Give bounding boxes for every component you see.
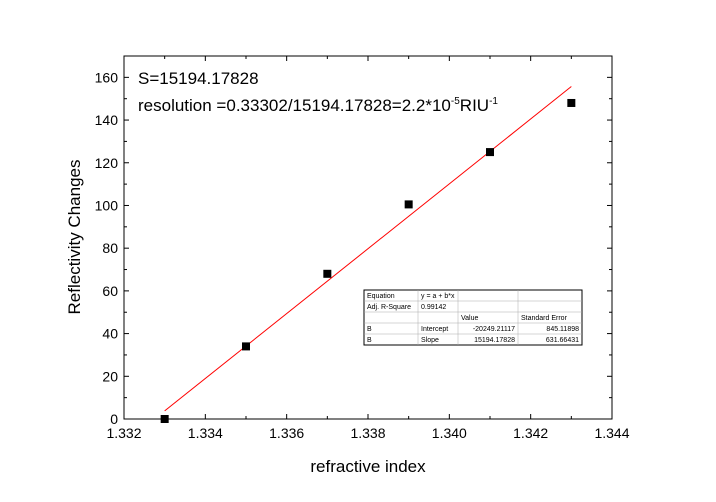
y-tick-label: 40 [102, 326, 118, 342]
resolution-prefix: resolution =0.33302/15194.17828=2.2*10 [138, 96, 451, 115]
table-cell: Intercept [421, 326, 448, 333]
table-cell: y = a + b*x [421, 293, 455, 300]
table-cell: Adj. R-Square [367, 304, 411, 311]
y-tick-label: 100 [95, 197, 119, 213]
table-cell: 845.11898 [546, 326, 579, 333]
data-point [486, 148, 494, 157]
resolution-exponent: -5 [451, 96, 460, 107]
y-tick-label: 80 [102, 240, 118, 256]
table-cell: Slope [421, 337, 439, 344]
data-point [242, 342, 250, 351]
x-tick-label: 1.332 [106, 425, 141, 441]
y-tick-label: 120 [95, 155, 119, 171]
x-tick-label: 1.340 [432, 425, 467, 441]
x-tick-label: 1.336 [269, 425, 304, 441]
fit-line [164, 86, 572, 412]
table-cell: Equation [367, 293, 395, 300]
table-cell: 631.66431 [546, 337, 579, 344]
table-cell: 0.99142 [421, 304, 446, 311]
y-tick-label: 20 [102, 368, 118, 384]
table-cell: Standard Error [521, 315, 568, 322]
data-points [160, 98, 576, 423]
fit-results-table: Equation y = a + b*x Adj. R-Square 0.99142 V… [363, 289, 583, 346]
data-point [160, 415, 169, 423]
data-point [567, 98, 576, 107]
y-tick-label: 60 [102, 283, 118, 299]
x-tick-label: 1.344 [594, 425, 629, 441]
resolution-unit: RIU [460, 96, 489, 115]
x-tick-label: 1.338 [350, 425, 385, 441]
x-tick-label: 1.334 [188, 425, 223, 441]
data-point [404, 200, 413, 209]
resolution-unit-exponent: -1 [489, 96, 498, 107]
y-tick-label: 140 [95, 112, 119, 128]
resolution-annotation: resolution =0.33302/15194.17828=2.2*10-5… [138, 96, 498, 115]
y-tick-label: 160 [95, 69, 119, 85]
table-cell: 15194.17828 [474, 337, 515, 344]
y-tick-label: 0 [110, 411, 118, 427]
x-axis-title: refractive index [310, 457, 426, 476]
data-point [323, 269, 332, 278]
x-tick-label: 1.342 [513, 425, 548, 441]
table-cell: B [367, 326, 372, 333]
x-axis: 1.332 1.334 1.336 1.338 1.340 1.342 1.344 [106, 56, 630, 441]
slope-annotation: S=15194.17828 [138, 69, 259, 88]
y-axis-title: Reflectivity Changes [65, 160, 84, 315]
table-cell: B [367, 337, 372, 344]
table-frame [363, 289, 583, 346]
y-axis: 0 20 40 60 80 100 120 140 160 [95, 55, 612, 427]
table-cell: -20249.21117 [473, 326, 515, 333]
table-cell: Value [461, 315, 478, 322]
